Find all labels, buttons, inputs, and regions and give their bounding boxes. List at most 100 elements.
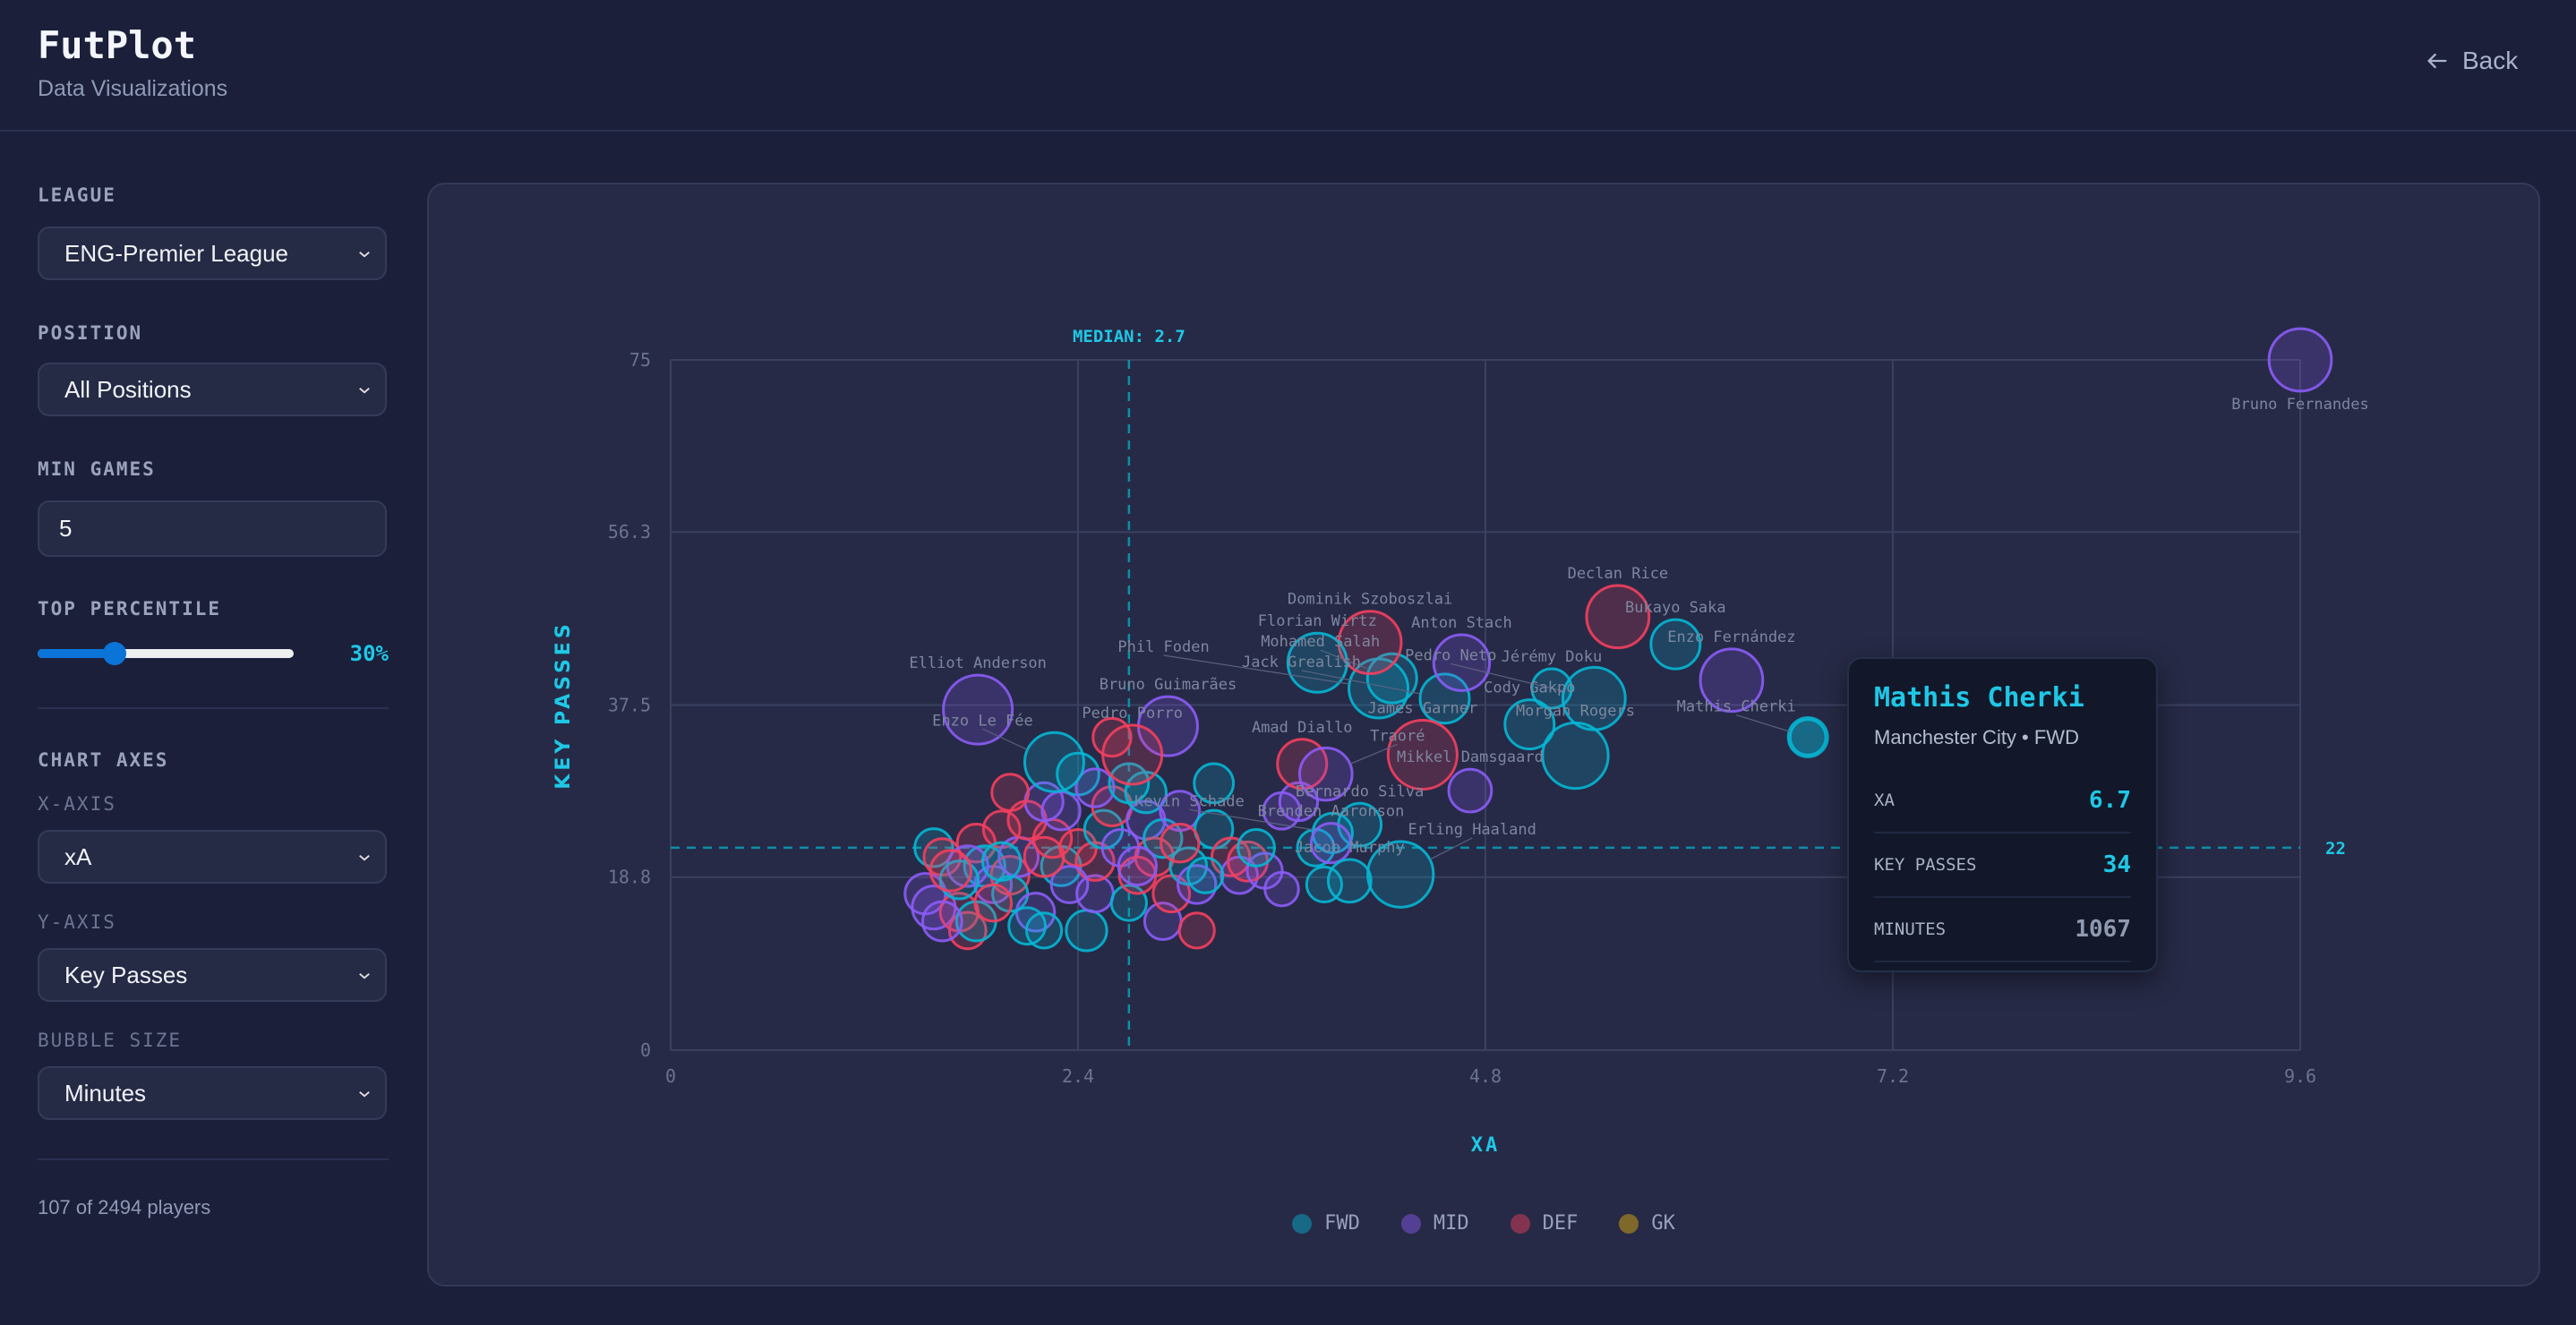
player-bubble[interactable] bbox=[1432, 633, 1492, 692]
player-bubble[interactable] bbox=[1074, 767, 1116, 808]
player-label: Dominik Szoboszlai bbox=[1288, 591, 1452, 609]
player-bubble[interactable] bbox=[1309, 822, 1353, 865]
player-bubble[interactable] bbox=[1049, 865, 1090, 904]
x-tick-label: 7.2 bbox=[1877, 1065, 1909, 1087]
bubble-size-value: Minutes bbox=[64, 1079, 147, 1107]
min-games-value: 5 bbox=[59, 515, 73, 542]
player-bubble[interactable] bbox=[1386, 718, 1459, 791]
percentile-value: 30% bbox=[349, 641, 389, 666]
player-bubble[interactable] bbox=[1699, 647, 1765, 714]
chevron-down-icon bbox=[359, 855, 370, 861]
player-bubble[interactable] bbox=[920, 900, 963, 943]
tooltip-row-key-passes: KEY PASSES 34 bbox=[1874, 833, 2131, 898]
player-bubble[interactable] bbox=[1298, 746, 1354, 802]
legend-item-def[interactable]: DEF bbox=[1510, 1212, 1578, 1235]
label-leader-line bbox=[1451, 662, 1564, 692]
player-bubble[interactable] bbox=[1366, 840, 1435, 909]
y-axis-title: KEY PASSES bbox=[552, 620, 575, 789]
tooltip-player-meta: Manchester City • FWD bbox=[1874, 726, 2079, 748]
league-select[interactable]: ENG-Premier League bbox=[38, 227, 387, 280]
label-leader-line bbox=[1189, 808, 1314, 831]
player-bubble[interactable] bbox=[1023, 835, 1065, 878]
player-label: Florian Wirtz bbox=[1258, 612, 1377, 630]
player-bubble[interactable] bbox=[1065, 909, 1108, 953]
x-tick-label: 0 bbox=[665, 1065, 676, 1087]
player-label: Bukayo Saka bbox=[1625, 599, 1726, 617]
label-leader-line bbox=[982, 728, 1028, 750]
position-label: POSITION bbox=[38, 322, 143, 344]
player-label: Traoré bbox=[1370, 727, 1425, 745]
player-bubble[interactable] bbox=[1326, 858, 1373, 904]
label-leader-line bbox=[1320, 649, 1370, 671]
player-bubble[interactable] bbox=[1186, 856, 1225, 894]
player-bubble[interactable] bbox=[1101, 723, 1164, 786]
legend-dot bbox=[1400, 1213, 1421, 1234]
player-bubble[interactable] bbox=[1160, 823, 1201, 864]
player-label: Jacob Murphy bbox=[1295, 839, 1405, 857]
player-bubble[interactable] bbox=[1503, 698, 1556, 751]
min-games-label: MIN GAMES bbox=[38, 458, 156, 480]
player-bubble[interactable] bbox=[1023, 731, 1085, 793]
player-label: Amad Diallo bbox=[1252, 719, 1353, 737]
back-button[interactable]: Back bbox=[2425, 47, 2518, 75]
divider bbox=[38, 707, 389, 709]
player-bubble[interactable] bbox=[973, 883, 1014, 923]
y-axis-select[interactable]: Key Passes bbox=[38, 948, 387, 1002]
min-games-input[interactable]: 5 bbox=[38, 500, 387, 557]
player-bubble[interactable] bbox=[1193, 762, 1236, 805]
label-leader-line bbox=[1163, 654, 1350, 685]
player-label: James Garner bbox=[1367, 699, 1477, 717]
player-bubble[interactable] bbox=[1117, 845, 1159, 887]
player-bubble[interactable] bbox=[1237, 827, 1276, 868]
player-bubble[interactable] bbox=[938, 859, 980, 901]
legend-item-gk[interactable]: GK bbox=[1619, 1212, 1675, 1235]
legend-dot bbox=[1292, 1213, 1313, 1234]
player-bubble[interactable] bbox=[929, 849, 972, 893]
player-bubble[interactable] bbox=[1074, 841, 1116, 882]
percentile-slider[interactable] bbox=[38, 642, 294, 665]
arrow-left-icon bbox=[2427, 53, 2447, 69]
player-bubble[interactable] bbox=[942, 673, 1014, 746]
y-tick-label: 56.3 bbox=[608, 521, 651, 543]
tooltip-key: MINUTES bbox=[1874, 919, 1947, 939]
player-bubble[interactable] bbox=[1649, 618, 1702, 671]
player-bubble[interactable] bbox=[1561, 665, 1627, 731]
player-label: Mikkel Damsgaard bbox=[1397, 748, 1544, 766]
player-bubble[interactable] bbox=[1418, 672, 1471, 725]
leader-layer bbox=[982, 649, 1791, 860]
player-bubble[interactable] bbox=[922, 837, 963, 877]
label-leader-line bbox=[1736, 714, 1791, 732]
player-bubble[interactable] bbox=[1786, 716, 1829, 758]
player-bubble[interactable] bbox=[1007, 906, 1048, 946]
player-bubble[interactable] bbox=[1541, 721, 1610, 791]
player-bubble[interactable] bbox=[2267, 327, 2333, 393]
player-bubble[interactable] bbox=[1177, 911, 1216, 950]
legend-item-fwd[interactable]: FWD bbox=[1292, 1212, 1360, 1235]
player-label: Pedro Porro bbox=[1082, 705, 1183, 722]
player-label: Phil Foden bbox=[1117, 638, 1209, 656]
back-label: Back bbox=[2462, 47, 2519, 74]
player-bubble[interactable] bbox=[1447, 767, 1493, 814]
player-label: Kevin Schade bbox=[1134, 792, 1245, 810]
player-bubble[interactable] bbox=[1263, 870, 1300, 908]
legend-label: MID bbox=[1433, 1212, 1469, 1235]
player-bubble[interactable] bbox=[1585, 584, 1651, 650]
bubble-size-select[interactable]: Minutes bbox=[38, 1066, 387, 1120]
player-label: Elliot Anderson bbox=[909, 654, 1047, 672]
player-label: Erling Haaland bbox=[1408, 821, 1536, 839]
legend-item-mid[interactable]: MID bbox=[1400, 1212, 1469, 1235]
tooltip-player-name: Mathis Cherki bbox=[1874, 682, 2084, 714]
position-select[interactable]: All Positions bbox=[38, 363, 387, 416]
player-label: Jack Grealish bbox=[1242, 654, 1361, 671]
tooltip-row-xa: XA 6.7 bbox=[1874, 769, 2131, 833]
x-axis-select[interactable]: xA bbox=[38, 830, 387, 884]
player-label: Enzo Fernández bbox=[1667, 628, 1795, 646]
player-bubble[interactable] bbox=[1286, 631, 1348, 694]
app-title: FutPlot bbox=[38, 23, 197, 67]
player-bubble[interactable] bbox=[990, 773, 1031, 813]
slider-thumb[interactable] bbox=[102, 642, 126, 665]
x-axis-value: xA bbox=[64, 842, 92, 870]
league-value: ENG-Premier League bbox=[64, 239, 288, 267]
player-bubble[interactable] bbox=[981, 841, 1023, 882]
label-leader-line bbox=[1349, 743, 1399, 765]
